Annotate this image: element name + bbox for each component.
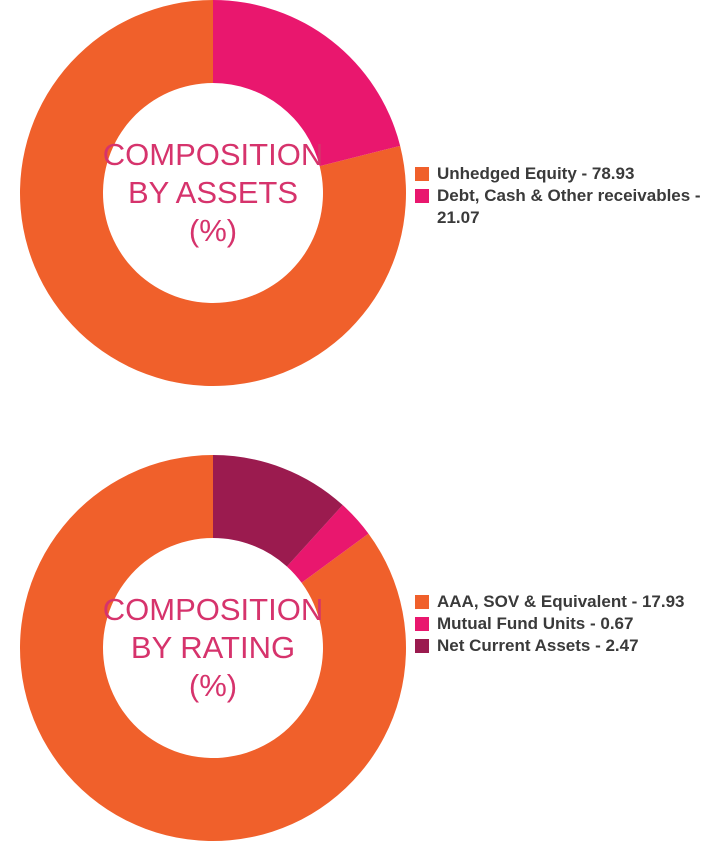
chart-composition-by-assets: COMPOSITION BY ASSETS (%) Unhedged Equit… [0,0,721,400]
legend-swatch [415,617,429,631]
donut-slice-0 [20,0,406,386]
legend-label: Mutual Fund Units - 0.67 [437,614,634,633]
legend-label: Unhedged Equity - 78.93 [437,164,635,183]
center-label-line: BY RATING [130,630,296,665]
legend-swatch [415,189,429,203]
legend-swatch [415,595,429,609]
donut-center-label-assets: COMPOSITION BY ASSETS (%) [20,136,406,250]
center-label-line: (%) [188,668,238,703]
center-label-line: COMPOSITION [102,592,324,627]
center-label-line: (%) [188,213,238,248]
legend-label: Debt, Cash & Other receivables - 21.07 [437,186,701,227]
legend-item: Net Current Assets - 2.47 [415,635,715,657]
center-label-line: COMPOSITION [102,137,324,172]
donut-slice-2 [213,455,343,567]
legend-assets: Unhedged Equity - 78.93 Debt, Cash & Oth… [415,163,715,229]
legend-label: Net Current Assets - 2.47 [437,636,639,655]
donut-slice-1 [213,0,401,167]
legend-swatch [415,639,429,653]
legend-item: Mutual Fund Units - 0.67 [415,613,715,635]
legend-label: AAA, SOV & Equivalent - 17.93 [437,592,685,611]
donut-slice-1 [286,505,369,583]
legend-item: AAA, SOV & Equivalent - 17.93 [415,591,715,613]
donut-center-label-rating: COMPOSITION BY RATING (%) [20,591,406,705]
legend-rating: AAA, SOV & Equivalent - 17.93 Mutual Fun… [415,591,715,657]
donut-slice-0 [19,455,406,841]
donut-chart-assets [20,0,406,386]
donut-chart-rating [19,455,406,841]
center-label-line: BY ASSETS [127,175,298,210]
chart-composition-by-rating: COMPOSITION BY RATING (%) AAA, SOV & Equ… [0,455,721,855]
legend-swatch [415,167,429,181]
legend-item: Debt, Cash & Other receivables - 21.07 [415,185,715,229]
legend-item: Unhedged Equity - 78.93 [415,163,715,185]
